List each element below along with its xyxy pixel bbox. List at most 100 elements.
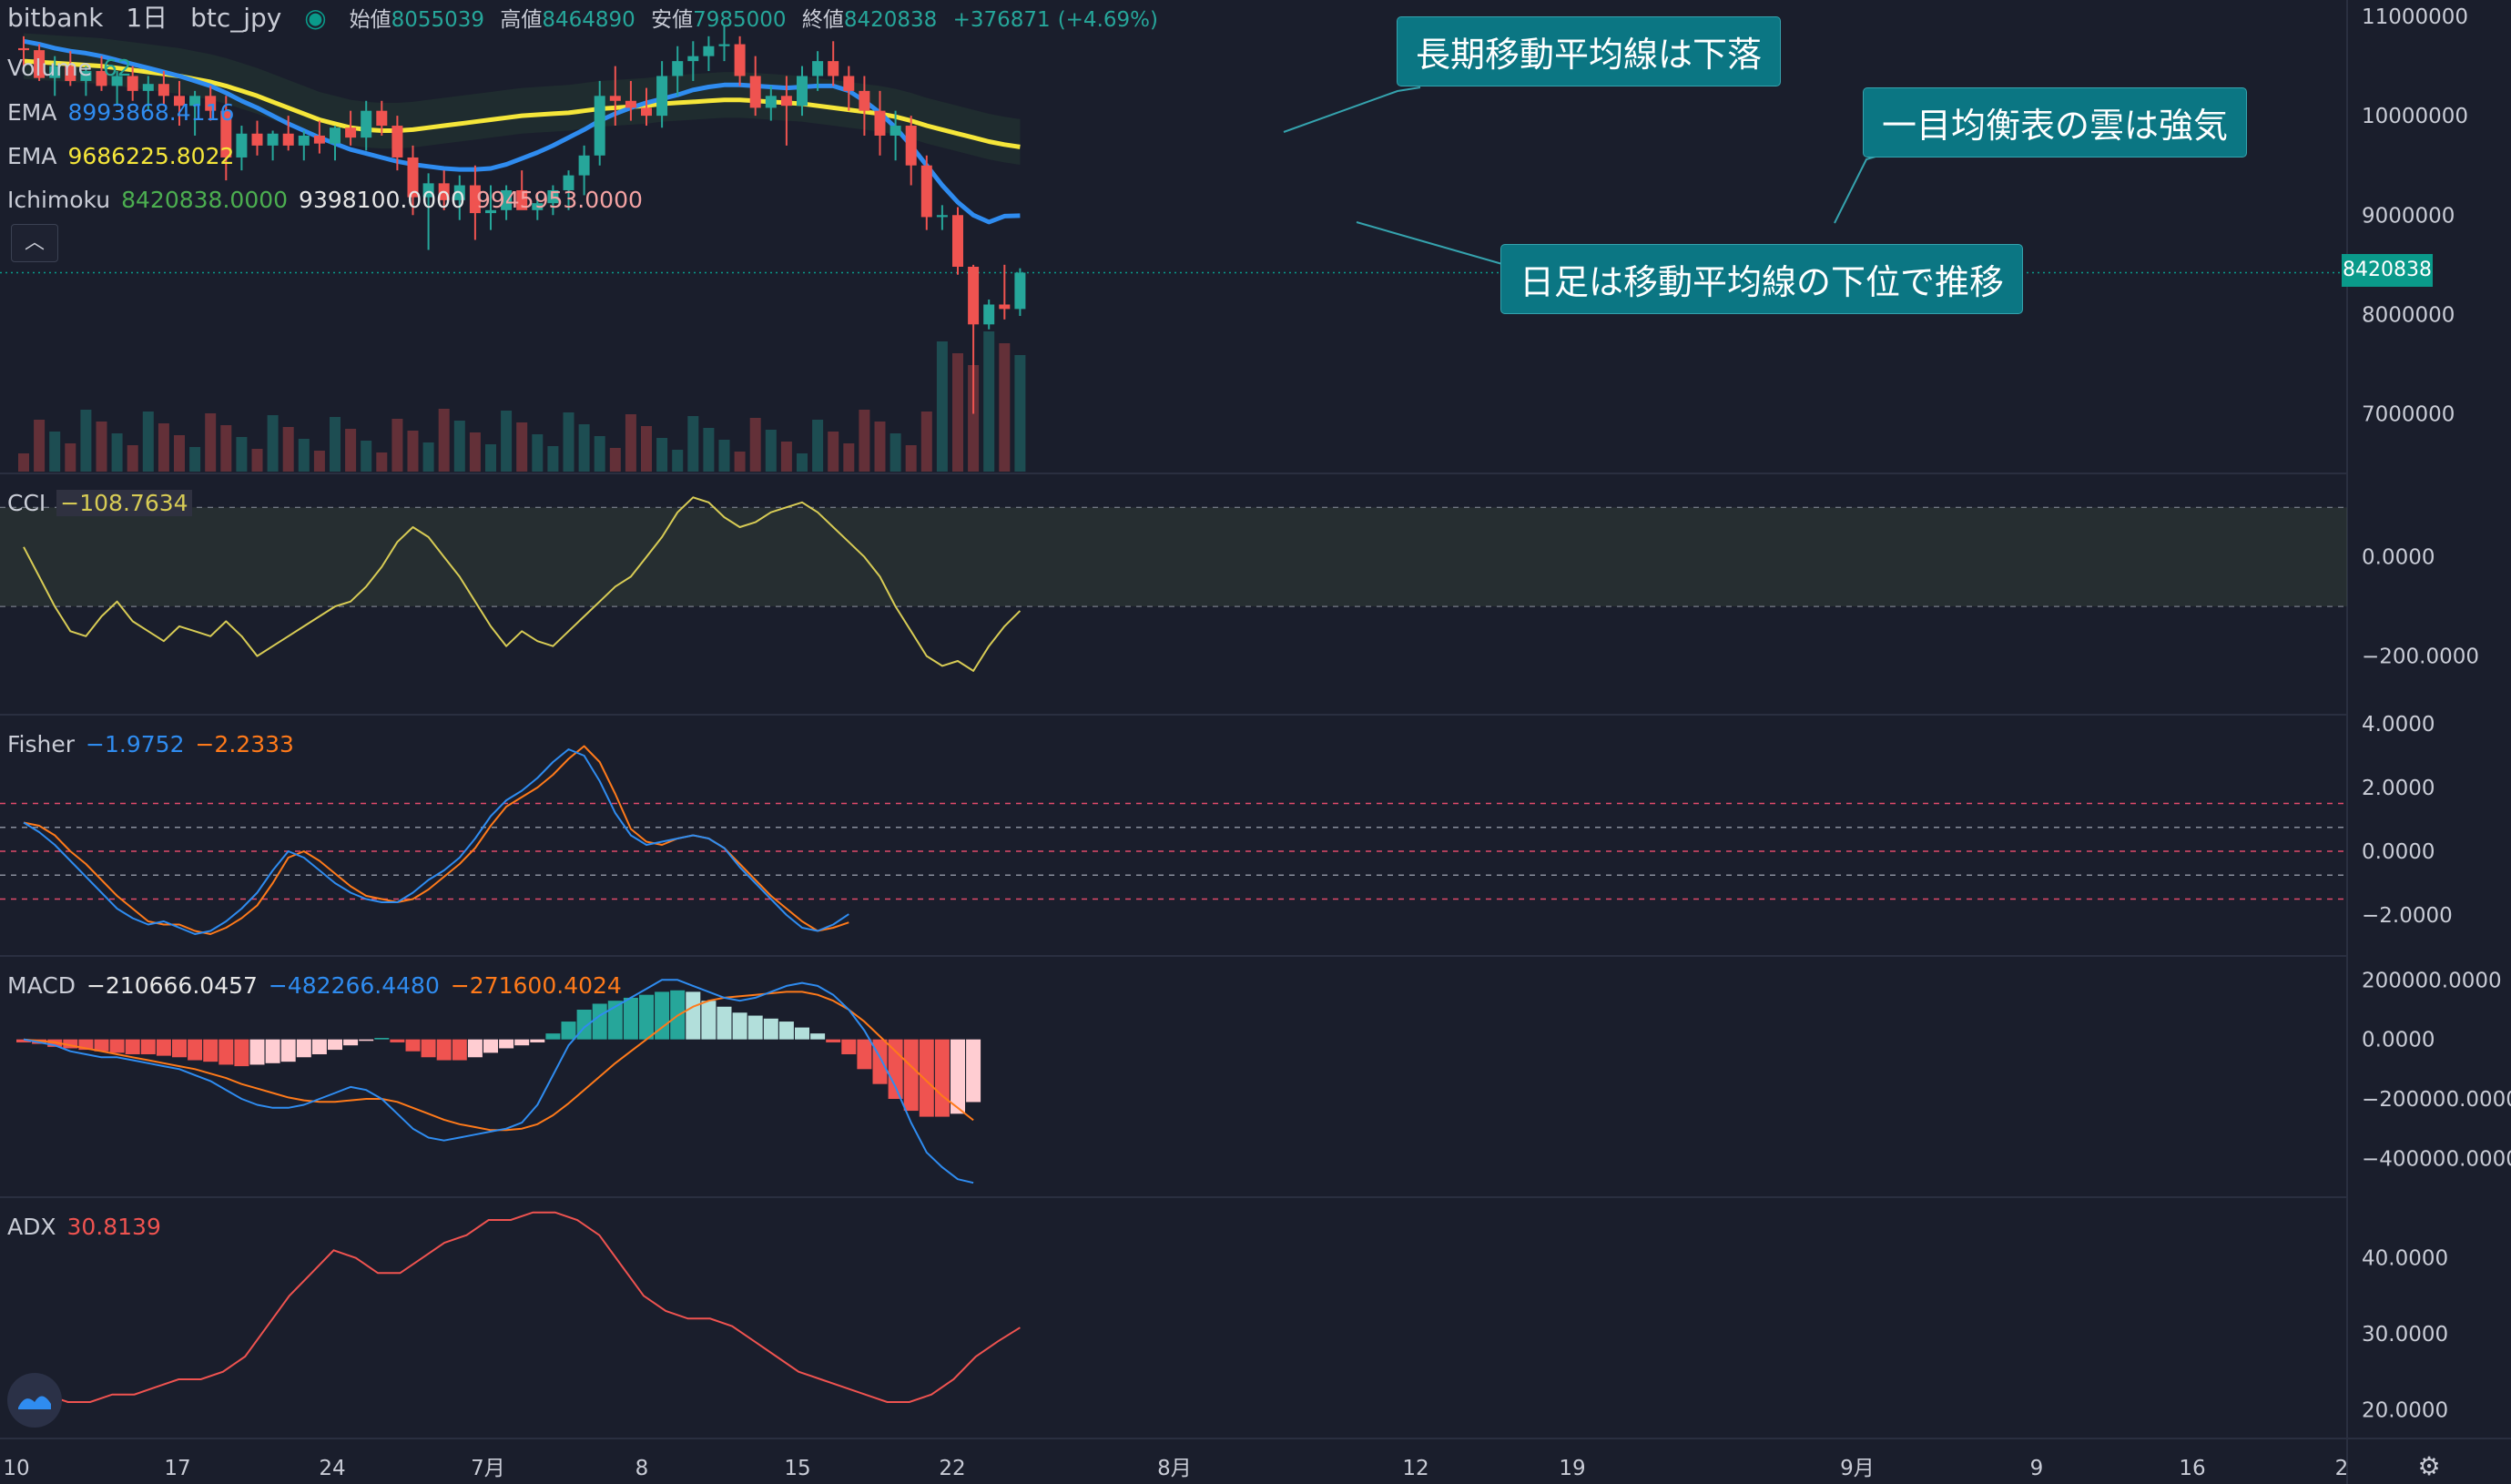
candle-body xyxy=(96,71,107,86)
volume-legend[interactable]: Volume 62 xyxy=(7,55,132,81)
callout-ichimoku-cloud[interactable]: 一目均衡表の雲は強気 xyxy=(1863,87,2248,158)
volume-bar xyxy=(625,414,636,472)
candle-body xyxy=(625,100,636,108)
callout-below-ma[interactable]: 日足は移動平均線の下位で推移 xyxy=(1500,244,2024,314)
callout-long-ma[interactable]: 長期移動平均線は下落 xyxy=(1397,16,1782,86)
volume-bar xyxy=(890,433,901,472)
volume-bar xyxy=(236,437,248,472)
macd-histogram-bar xyxy=(140,1039,156,1054)
cci-legend[interactable]: CCI −108.7634 xyxy=(7,490,203,517)
interval-label[interactable]: 1日 xyxy=(126,3,168,33)
settings-gear-icon: ⚙ xyxy=(2417,1451,2440,1481)
price-axis-tick: 10000000 xyxy=(2362,105,2468,128)
volume-bar xyxy=(96,422,107,472)
macd-histogram-bar xyxy=(499,1039,514,1049)
volume-bar xyxy=(905,445,917,472)
candle-body xyxy=(843,76,855,91)
candle-body xyxy=(438,183,450,200)
macd-histogram-bar xyxy=(545,1033,561,1040)
exchange-name[interactable]: bitbank xyxy=(7,3,104,33)
candle-body xyxy=(407,157,419,198)
volume-bar xyxy=(516,422,528,472)
macd-histogram-bar xyxy=(841,1039,857,1054)
volume-bar xyxy=(142,412,154,472)
tradingview-logo-icon[interactable] xyxy=(7,1373,62,1428)
candle-body xyxy=(874,110,886,136)
adx-legend[interactable]: ADX 30.8139 xyxy=(7,1214,161,1240)
cci-axis-tick: −200.0000 xyxy=(2362,645,2479,669)
volume-bar xyxy=(345,429,357,472)
time-axis-tick: 16 xyxy=(2179,1457,2205,1480)
volume-bar xyxy=(812,420,824,472)
macd-histogram-bar xyxy=(655,991,670,1040)
candle-body xyxy=(734,44,746,76)
macd-histogram-bar xyxy=(623,997,638,1040)
candle-body xyxy=(127,76,138,91)
volume-bar xyxy=(407,431,419,472)
candle-body xyxy=(547,189,559,204)
time-axis-tick: 15 xyxy=(784,1457,810,1480)
candle-body xyxy=(516,189,528,210)
ema-slow-legend[interactable]: EMA 9686225.8022 xyxy=(7,143,235,169)
macd-histogram-bar xyxy=(639,994,654,1040)
volume-bar xyxy=(874,422,886,472)
candle-body xyxy=(80,71,92,81)
macd-histogram-bar xyxy=(686,991,701,1040)
candle-body xyxy=(718,44,730,46)
volume-bar xyxy=(797,453,808,472)
adx-axis-tick: 40.0000 xyxy=(2362,1247,2448,1271)
price-axis-tick: 11000000 xyxy=(2362,5,2468,29)
ema-fast-legend[interactable]: EMA 8993868.4116 xyxy=(7,99,235,126)
macd-histogram-bar xyxy=(249,1039,265,1065)
fisher-axis-tick: −2.0000 xyxy=(2362,904,2453,928)
volume-bar xyxy=(703,428,715,472)
candle-body xyxy=(656,76,668,117)
volume-bar xyxy=(65,443,76,472)
candle-body xyxy=(687,56,699,62)
volume-bar xyxy=(843,443,855,472)
macd-histogram-bar xyxy=(172,1039,187,1058)
volume-bar xyxy=(920,412,932,472)
macd-line xyxy=(23,979,974,1184)
volume-bar xyxy=(330,417,341,472)
volume-bar xyxy=(313,451,325,472)
volume-bar xyxy=(391,419,403,472)
candle-body xyxy=(780,96,792,107)
time-axis-tick: 2 xyxy=(2335,1457,2349,1480)
volume-bar xyxy=(251,449,263,472)
adx-line xyxy=(24,1211,1021,1403)
time-axis-tick: 12 xyxy=(1402,1457,1428,1480)
volume-bar xyxy=(641,426,652,472)
ichimoku-legend[interactable]: Ichimoku 8420838.0000 9398100.0000 9945953.… xyxy=(7,187,643,213)
macd-histogram-bar xyxy=(483,1039,498,1053)
candle-body xyxy=(391,126,403,158)
volume-bar xyxy=(220,425,232,472)
macd-legend[interactable]: MACD −210666.0457 −482266.4480 −271600.4024 xyxy=(7,972,622,999)
volume-bar xyxy=(422,442,434,472)
volume-bar xyxy=(609,448,621,472)
macd-histogram-bar xyxy=(966,1039,981,1103)
collapse-legend-button[interactable]: ︿ xyxy=(11,224,58,262)
candle-body xyxy=(905,126,917,166)
volume-bar xyxy=(952,353,963,472)
macd-histogram-bar xyxy=(109,1039,125,1053)
macd-axis-tick: −200000.0000 xyxy=(2362,1088,2511,1112)
candle-body xyxy=(812,61,824,76)
volume-bar xyxy=(485,444,496,472)
macd-histogram-bar xyxy=(436,1039,452,1061)
time-axis-tick: 8 xyxy=(635,1457,649,1480)
candle-body xyxy=(859,90,870,111)
fisher-legend[interactable]: Fisher −1.9752 −2.2333 xyxy=(7,731,294,757)
macd-histogram-bar xyxy=(795,1027,809,1040)
volume-bar xyxy=(968,365,980,472)
candle-body xyxy=(345,127,357,138)
candle-body xyxy=(267,133,279,146)
symbol-label[interactable]: btc_jpy xyxy=(190,3,282,33)
candle-body xyxy=(453,185,465,200)
candle-body xyxy=(313,135,325,144)
chevron-up-icon: ︿ xyxy=(24,231,45,254)
candle-body xyxy=(422,183,434,198)
macd-histogram-bar xyxy=(359,1039,374,1042)
macd-histogram-bar xyxy=(701,1001,717,1040)
